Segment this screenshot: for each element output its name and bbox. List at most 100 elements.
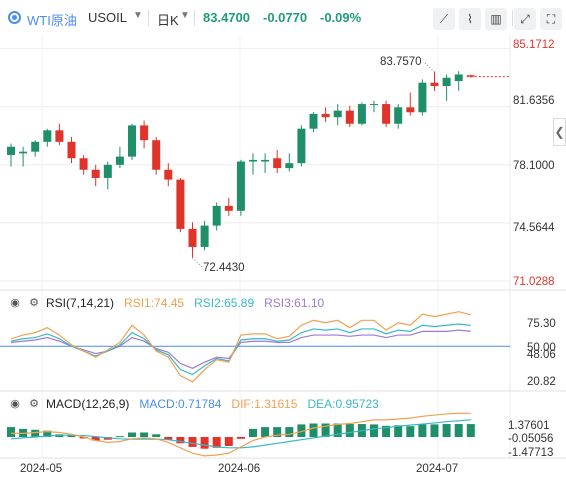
high-price-annotation: 83.7570 [380, 56, 422, 68]
candle-body [297, 128, 306, 164]
macd-histogram-bar [43, 430, 52, 437]
chevron-left-icon[interactable]: ❮ [553, 118, 566, 146]
candle-body [406, 107, 415, 113]
candle-body [200, 225, 209, 247]
rsi1-value: RSI1:74.45 [124, 296, 185, 310]
macd-histogram-bar [442, 424, 451, 437]
macd-histogram-bar [140, 432, 149, 437]
low-price-annotation: 72.4430 [203, 262, 245, 274]
price-change-percent: -0.09% [320, 10, 362, 25]
macd-histogram-bar [212, 437, 221, 448]
candle-body [418, 82, 427, 113]
price-axis-label: 71.0288 [513, 276, 555, 288]
macd-histogram-bar [297, 424, 306, 437]
macd-histogram-bar [115, 436, 124, 438]
fullscreen-icon[interactable]: ⛶ [540, 8, 562, 30]
candle-body [466, 75, 475, 77]
macd-histogram-bar [7, 427, 15, 437]
macd-histogram-bar [273, 427, 282, 437]
candle-body [249, 159, 257, 162]
candle-body [333, 110, 342, 118]
candle-body [236, 161, 245, 211]
expand-icon[interactable]: ⤢ [514, 8, 536, 30]
date-axis-label: 2024-05 [20, 463, 63, 475]
line-tool-icon[interactable]: ⟋ [433, 8, 455, 30]
macd-histogram-bar [176, 437, 185, 444]
rsi-title: RSI(7,14,21) [46, 296, 115, 310]
date-axis-label: 2024-06 [218, 463, 261, 475]
candle-body [212, 205, 221, 226]
chart-toolbar: WTI原油 USOIL ▼ 日K ▼ 83.4700 -0.0770 -0.09… [0, 0, 566, 36]
candle-body [140, 125, 149, 141]
candle-body [382, 104, 391, 124]
symbol-name[interactable]: WTI原油 [27, 13, 77, 28]
dea-line [10, 419, 471, 449]
candle-body [224, 205, 233, 211]
candle-body [273, 158, 282, 169]
chevron-down-icon[interactable]: ▼ [133, 10, 143, 21]
macd-histogram-bar [394, 425, 403, 437]
candle-body [152, 140, 161, 170]
indicators-icon[interactable]: ▥ [485, 8, 507, 30]
macd-histogram-bar [309, 423, 318, 437]
candle-body [128, 125, 136, 157]
candle-body [321, 113, 330, 118]
candle-body [357, 104, 366, 124]
macd-histogram-bar [249, 428, 257, 437]
candle-body [55, 130, 64, 142]
rsi2-value: RSI2:65.89 [194, 296, 255, 310]
chevron-down-icon[interactable]: ▼ [180, 10, 190, 21]
candle-body [285, 163, 294, 169]
macd-histogram-bar [188, 437, 197, 447]
macd-histogram-bar [236, 437, 245, 439]
candle-body [261, 159, 270, 162]
macd-value: MACD:0.71784 [139, 397, 222, 411]
candle-body [67, 141, 76, 159]
rsi1-line [10, 311, 471, 383]
macd-histogram-bar [91, 437, 100, 441]
rsi3-line [10, 329, 471, 369]
dif-line [11, 412, 471, 457]
rsi3-value: RSI3:61.10 [264, 296, 325, 310]
macd-histogram-bar [345, 424, 354, 437]
candle-body [370, 104, 378, 106]
period-selector[interactable]: 日K [157, 13, 179, 28]
gear-icon[interactable]: ⚙ [29, 297, 39, 309]
macd-histogram-bar [321, 423, 330, 437]
candle-body [442, 77, 451, 86]
macd-histogram-bar [67, 435, 76, 437]
price-axis-label: 74.5644 [513, 222, 555, 234]
macd-histogram-bar [454, 424, 463, 437]
dea-value: DEA:0.95723 [307, 397, 379, 411]
rsi-axis-label: 48.06 [527, 349, 556, 361]
candle-body [79, 158, 88, 170]
symbol-code[interactable]: USOIL [88, 10, 128, 25]
high-marker-line [423, 61, 435, 73]
price-axis-label: 78.1000 [513, 160, 555, 172]
macd-histogram-bar [152, 434, 161, 437]
rsi-axis-label: 20.82 [527, 376, 556, 388]
macd-title: MACD(12,26,9) [46, 397, 130, 411]
macd-histogram-bar [430, 424, 439, 437]
candle-body [43, 130, 52, 142]
low-marker-line [192, 257, 203, 268]
rsi-axis-label: 50.00 [527, 342, 556, 354]
gear-icon[interactable]: ⚙ [29, 398, 39, 410]
candle-body [188, 228, 197, 247]
measure-tool-icon[interactable]: ⌇ [459, 8, 481, 30]
date-axis-label: 2024-07 [416, 463, 459, 475]
rsi-legend: ◉ ⚙ RSI(7,14,21) RSI1:74.45 RSI2:65.89 R… [8, 296, 324, 310]
macd-histogram-bar [333, 423, 342, 437]
macd-axis-label: -1.47713 [508, 447, 554, 459]
price-change: -0.0770 [263, 10, 308, 25]
candle-body [345, 110, 354, 124]
eye-icon[interactable]: ◉ [10, 398, 20, 410]
macd-axis-label: -0.05056 [508, 433, 554, 445]
macd-legend: ◉ ⚙ MACD(12,26,9) MACD:0.71784 DIF:1.316… [8, 397, 379, 411]
toolbar-divider [194, 10, 195, 26]
candle-body [103, 164, 112, 178]
candle-body [91, 169, 100, 178]
candle-body [176, 179, 185, 229]
eye-icon[interactable]: ◉ [10, 297, 20, 309]
